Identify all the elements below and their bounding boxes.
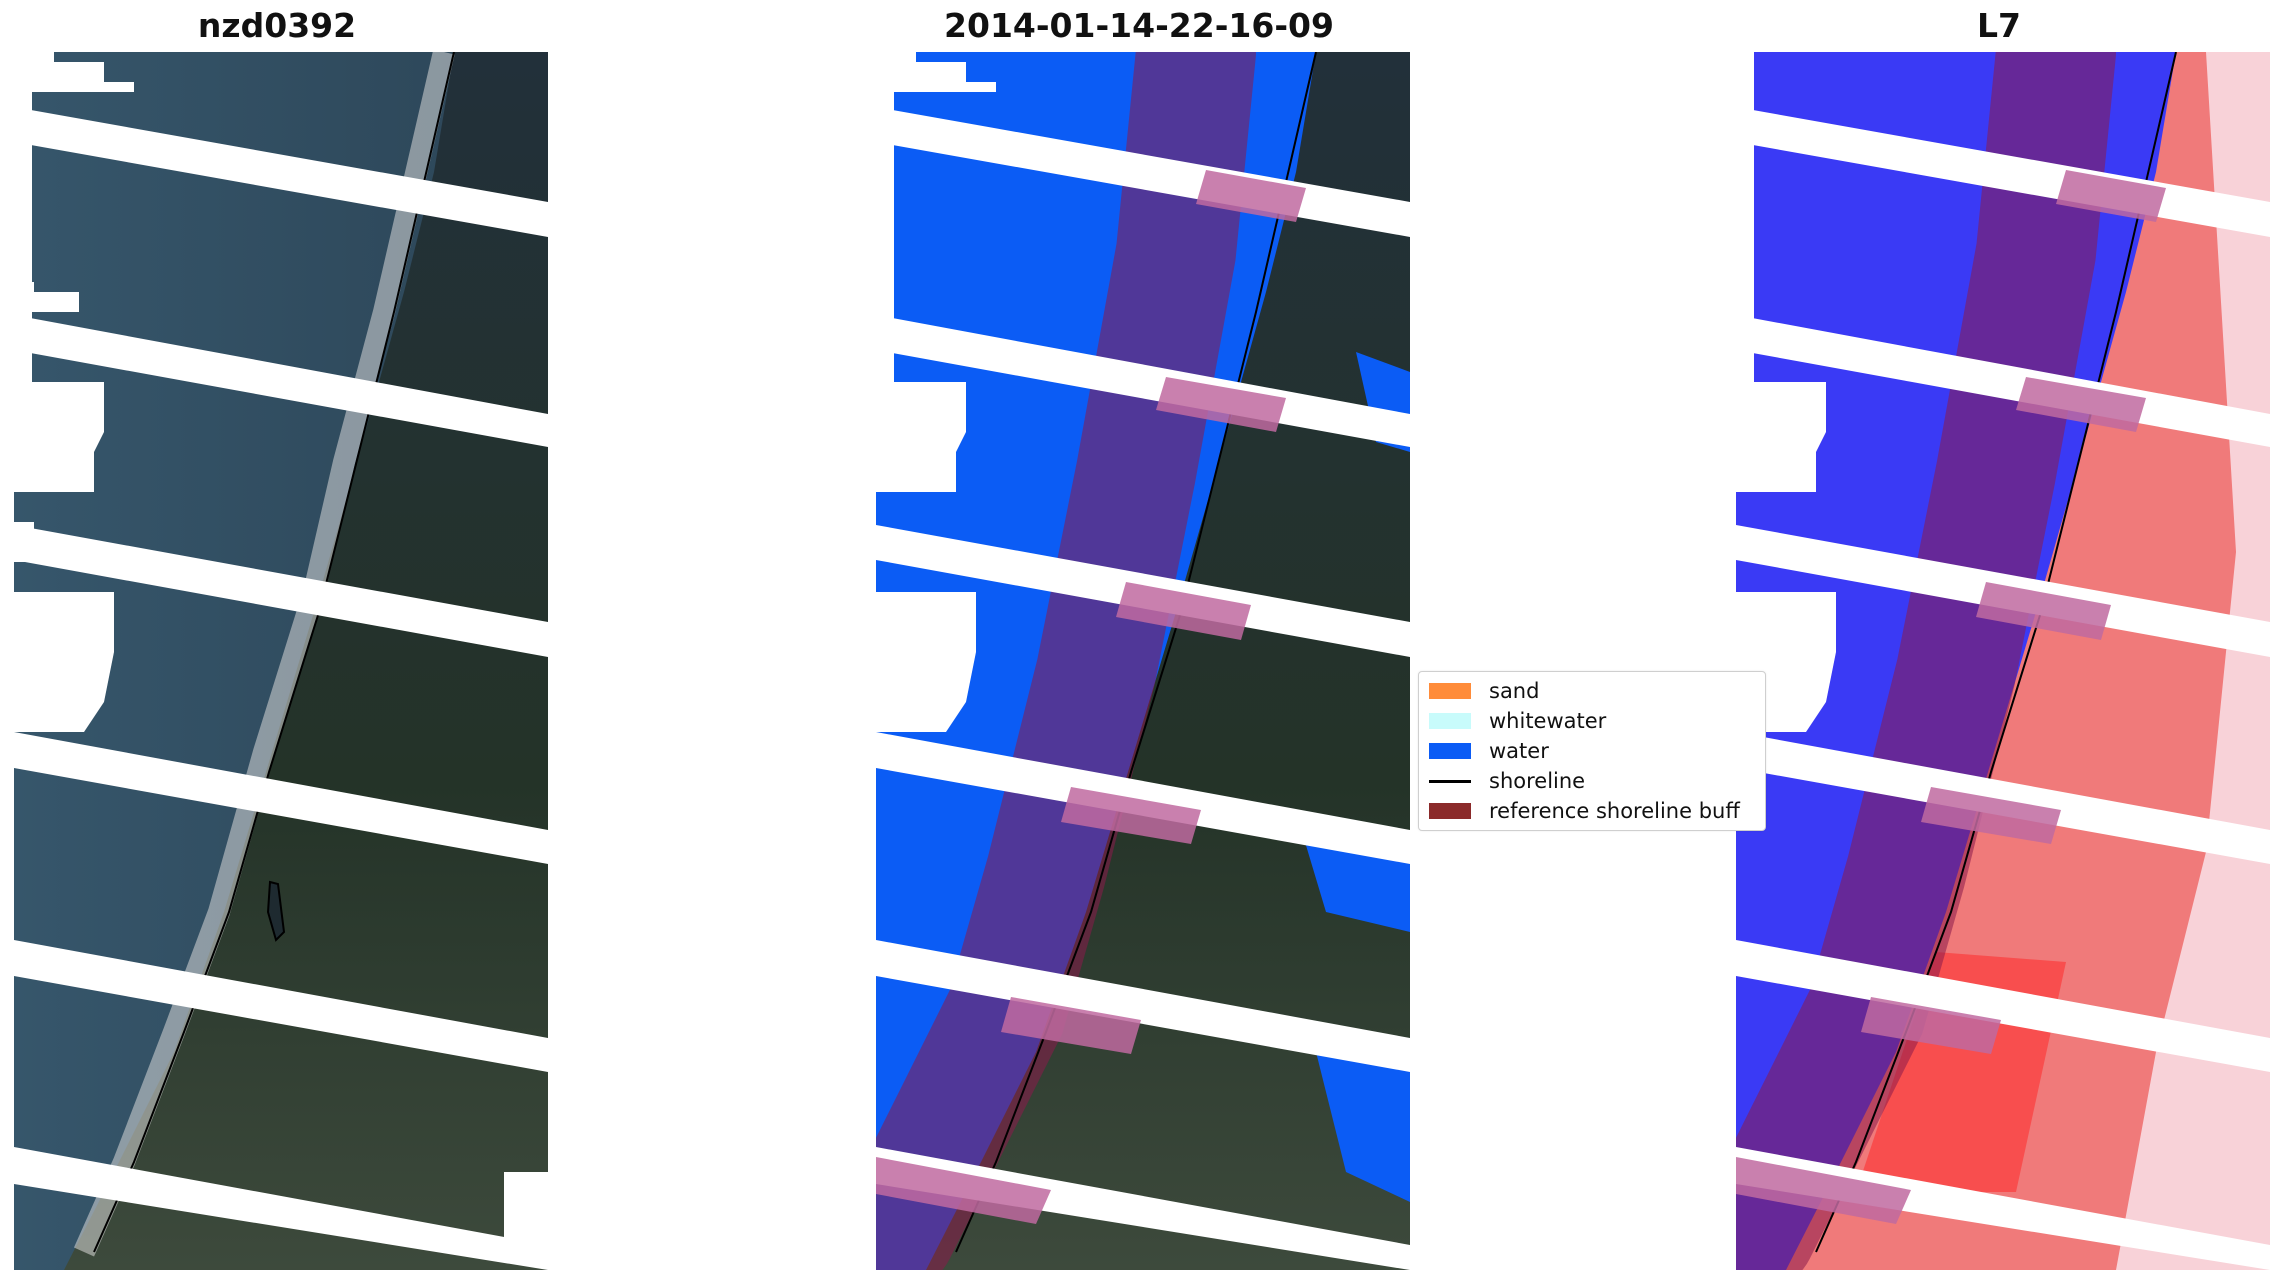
legend-label-water: water [1489, 739, 1549, 763]
index-image-panel [1736, 52, 2270, 1270]
panel-title-rgb: nzd0392 [197, 6, 357, 45]
rgb-satellite-image [14, 52, 548, 1270]
legend-item-buffer: reference shoreline buff [1429, 798, 1740, 824]
water-swatch [1429, 743, 1471, 759]
whitewater-swatch [1429, 713, 1471, 729]
classified-satellite-image [876, 52, 1410, 1270]
legend-label-shoreline: shoreline [1489, 769, 1586, 793]
legend-item-shoreline: shoreline [1429, 768, 1585, 794]
sand-swatch [1429, 683, 1471, 699]
classified-image-panel [876, 52, 1410, 1270]
legend-label-buffer: reference shoreline buff [1489, 799, 1740, 823]
shoreline-line-swatch [1429, 779, 1471, 783]
rgb-image-panel [14, 52, 548, 1270]
panel-title-index: L7 [1977, 6, 2021, 45]
legend-label-sand: sand [1489, 679, 1540, 703]
legend: sand whitewater water shoreline referenc… [1418, 671, 1766, 831]
panel-title-classified: 2014-01-14-22-16-09 [944, 6, 1334, 45]
legend-item-sand: sand [1429, 678, 1539, 704]
legend-item-water: water [1429, 738, 1549, 764]
index-satellite-image [1736, 52, 2270, 1270]
buffer-swatch [1429, 803, 1471, 819]
legend-item-whitewater: whitewater [1429, 708, 1606, 734]
legend-label-whitewater: whitewater [1489, 709, 1607, 733]
